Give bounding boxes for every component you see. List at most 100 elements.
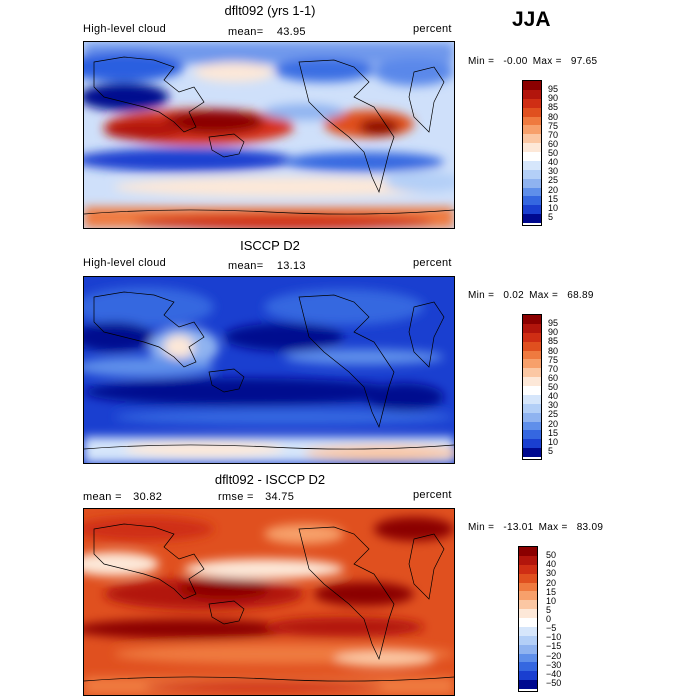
panel-title: ISCCP D2 <box>240 238 300 253</box>
colorbar-tick-label: 0 <box>546 614 552 624</box>
map-plot <box>83 276 455 464</box>
colorbar-swatch <box>519 600 537 610</box>
colorbar-swatch <box>523 386 541 395</box>
max-label: Max = <box>529 290 559 301</box>
colorbar-swatch <box>523 107 541 117</box>
colorbar-tick-label: 5 <box>548 211 554 222</box>
colorbar-swatch <box>523 125 541 135</box>
colorbar-swatch <box>523 89 541 99</box>
colorbar-tick-label: 40 <box>548 157 559 168</box>
max-label: Max = <box>532 56 562 67</box>
min-value: -13.01 <box>503 522 534 533</box>
max-value: 97.65 <box>570 56 598 67</box>
colorbar-swatch <box>523 205 541 215</box>
colorbar-tick-label: 30 <box>548 166 559 177</box>
mean-stat: mean= 43.95 <box>228 26 306 38</box>
mean-label: mean= <box>228 260 264 272</box>
colorbar-tick-label: 90 <box>548 327 559 338</box>
colorbar-tick-label: 70 <box>548 363 559 374</box>
min-max-readout: Min = -0.00 Max = 97.65 <box>468 56 597 67</box>
colorbar-swatch <box>523 169 541 179</box>
colorbar-swatch <box>523 377 541 386</box>
colorbar-tick-label: 20 <box>548 418 559 429</box>
colorbar-tick-label: −40 <box>546 668 562 679</box>
colorbar-swatch <box>519 644 537 654</box>
colorbar-tick-label: 90 <box>548 93 559 104</box>
colorbar-tick-label: 85 <box>548 336 559 347</box>
colorbar-swatch <box>523 421 541 431</box>
mean-label: mean= <box>228 26 264 38</box>
max-value: 83.09 <box>576 522 604 533</box>
map-plot <box>83 508 455 696</box>
colorbar <box>518 546 538 692</box>
mean-label: mean = <box>83 491 122 503</box>
mean-stat: mean = 30.82 <box>83 491 162 503</box>
colorbar-tick-label: 20 <box>546 577 557 588</box>
min-label: Min = <box>468 56 495 67</box>
colorbar-swatch <box>523 430 541 440</box>
colorbar-tick-label: 10 <box>548 436 559 447</box>
mean-value: 30.82 <box>133 491 163 503</box>
colorbar-tick-label: 40 <box>548 391 559 402</box>
colorbar-tick-label: −50 <box>546 677 562 688</box>
colorbar-tick-label: 15 <box>546 586 557 597</box>
colorbar-swatch <box>519 564 537 574</box>
colorbar-tick-label: −20 <box>546 650 562 661</box>
map-plot <box>83 41 455 229</box>
colorbar-swatch <box>523 315 541 324</box>
colorbar-swatch <box>523 403 541 413</box>
colorbar-tick-label: 60 <box>548 138 559 149</box>
colorbar-tick-label: 15 <box>548 427 559 438</box>
colorbar-tick-label: 75 <box>548 120 559 131</box>
colorbar-tick-label: −10 <box>546 632 562 643</box>
colorbar-swatch <box>523 134 541 144</box>
colorbar-tick-label: 5 <box>548 445 554 456</box>
colorbar <box>522 80 542 226</box>
colorbar-swatch <box>523 160 541 170</box>
colorbar-swatch <box>519 582 537 592</box>
rmse-stat: rmse = 34.75 <box>218 491 294 503</box>
colorbar-swatch <box>519 547 537 556</box>
colorbar-tick-label: 80 <box>548 111 559 122</box>
rmse-value: 34.75 <box>265 491 295 503</box>
colorbar-tick-label: 15 <box>548 193 559 204</box>
colorbar <box>522 314 542 460</box>
colorbar-swatch <box>523 439 541 449</box>
colorbar-tick-label: 20 <box>548 184 559 195</box>
colorbar-tick-label: 50 <box>548 148 559 158</box>
colorbar-swatch <box>519 671 537 681</box>
mean-stat: mean= 13.13 <box>228 260 306 272</box>
units-label: percent <box>413 23 452 35</box>
colorbar-swatch <box>523 323 541 333</box>
mean-value: 13.13 <box>276 260 306 272</box>
colorbar-tick-label: 10 <box>548 202 559 213</box>
colorbar-swatch <box>519 609 537 618</box>
min-value: -0.00 <box>503 56 528 67</box>
colorbar-swatch <box>523 341 541 351</box>
colorbar-tick-label: 5 <box>546 604 552 615</box>
colorbar-tick-label: −5 <box>546 623 557 634</box>
colorbar-swatch <box>523 332 541 342</box>
colorbar-tick-label: 80 <box>548 345 559 356</box>
rmse-label: rmse = <box>218 491 254 503</box>
colorbar-swatch <box>523 350 541 360</box>
colorbar-tick-label: 85 <box>548 102 559 113</box>
colorbar-swatch <box>523 98 541 108</box>
colorbar-swatch <box>523 81 541 90</box>
colorbar-swatch <box>519 662 537 672</box>
colorbar-tick-label: 10 <box>546 595 557 606</box>
colorbar-tick-label: −30 <box>546 659 562 670</box>
colorbar-tick-label: 95 <box>548 318 559 329</box>
colorbar-swatch <box>519 680 537 689</box>
panel-title: dflt092 - ISCCP D2 <box>214 472 326 487</box>
colorbar-swatch <box>523 196 541 206</box>
min-value: 0.02 <box>503 290 524 301</box>
min-label: Min = <box>468 522 495 533</box>
colorbar-swatch <box>523 116 541 126</box>
colorbar-tick-label: 60 <box>548 372 559 383</box>
mean-value: 43.95 <box>276 26 306 38</box>
min-label: Min = <box>468 290 495 301</box>
colorbar-swatch <box>519 573 537 583</box>
colorbar-swatch <box>523 448 541 457</box>
colorbar-swatch <box>523 394 541 404</box>
